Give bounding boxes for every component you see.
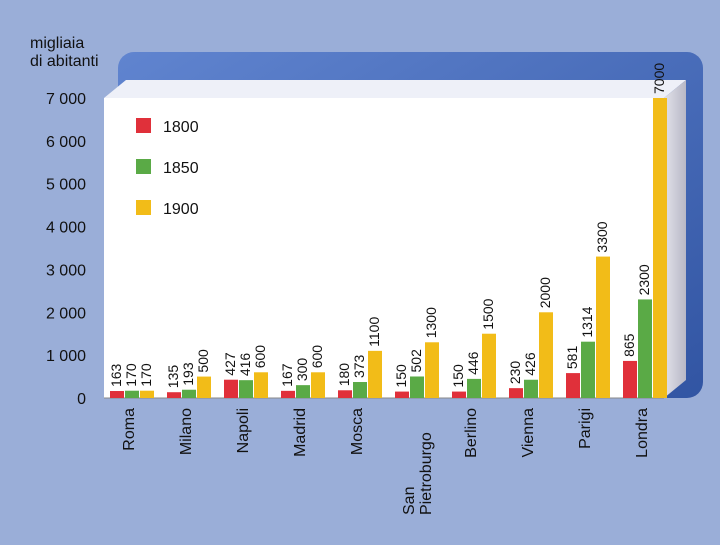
- bar-value-label: 180: [336, 363, 352, 387]
- bar-1900: [482, 333, 496, 398]
- bar-1800: [509, 388, 523, 398]
- bar-1800: [623, 360, 637, 398]
- bar-value-label: 427: [222, 352, 238, 376]
- bar-value-label: 170: [123, 363, 139, 387]
- x-category-label: Berlino: [463, 408, 480, 458]
- bar-value-label: 1100: [366, 317, 382, 347]
- legend-label-1850: 1850: [163, 160, 199, 177]
- bar-1850: [125, 390, 139, 398]
- bar-1900: [368, 350, 382, 398]
- bar-value-label: 600: [309, 345, 325, 369]
- legend-swatch-1800: [136, 118, 151, 133]
- bar-1900: [539, 312, 553, 398]
- bar-1900: [311, 372, 325, 398]
- y-tick-label: 0: [77, 391, 86, 408]
- legend-swatch-1900: [136, 200, 151, 215]
- bar-value-label: 865: [621, 333, 637, 357]
- bar-1900: [425, 342, 439, 398]
- bars: [110, 98, 667, 398]
- y-tick-label: 7 000: [46, 91, 86, 108]
- x-category-label: Londra: [634, 408, 651, 458]
- bar-1800: [167, 392, 181, 398]
- bar-1900: [596, 256, 610, 398]
- bar-value-label: 426: [522, 352, 538, 376]
- bar-1800: [281, 390, 295, 398]
- bar-value-label: 135: [165, 365, 181, 389]
- bar-value-label: 1314: [579, 306, 595, 337]
- bar-1900: [197, 376, 211, 398]
- bar-1800: [110, 391, 124, 398]
- bar-1850: [296, 385, 310, 398]
- bar-1900: [653, 98, 667, 398]
- x-category-label: Milano: [178, 408, 195, 455]
- y-tick-label: 6 000: [46, 134, 86, 151]
- legend-label-1900: 1900: [163, 201, 199, 218]
- bar-value-label: 163: [108, 363, 124, 387]
- bar-value-label: 600: [252, 345, 268, 369]
- x-category-label: Vienna: [520, 408, 537, 458]
- bar-1800: [566, 373, 580, 398]
- bar-1850: [239, 380, 253, 398]
- bar-value-label: 416: [237, 353, 253, 377]
- bar-value-label: 167: [279, 363, 295, 387]
- y-tick-label: 4 000: [46, 220, 86, 237]
- bar-1800: [338, 390, 352, 398]
- y-axis-title: migliaia di abitanti: [30, 35, 99, 70]
- bar-1850: [581, 341, 595, 398]
- bar-1900: [254, 372, 268, 398]
- y-axis-ticks: 0 1 000 2 000 3 000 4 000 5 000 6 000 7 000: [46, 91, 86, 408]
- legend-label-1800: 1800: [163, 119, 199, 136]
- legend: 1800 1850 1900: [136, 118, 199, 218]
- bar-value-label: 1500: [480, 298, 496, 329]
- x-category-label: Roma: [121, 408, 138, 451]
- bar-1850: [182, 389, 196, 398]
- y-tick-label: 2 000: [46, 305, 86, 322]
- y-tick-label: 1 000: [46, 348, 86, 365]
- bar-value-label: 7000: [651, 63, 667, 94]
- bar-value-label: 2300: [636, 264, 652, 295]
- bar-value-label: 500: [195, 349, 211, 373]
- bar-value-label: 581: [564, 346, 580, 370]
- bar-1850: [638, 299, 652, 398]
- bar-1850: [467, 378, 481, 398]
- bar-1900: [140, 390, 154, 398]
- bar-1850: [353, 382, 367, 398]
- bar-value-label: 502: [408, 349, 424, 373]
- bar-value-label: 193: [180, 362, 196, 386]
- legend-swatch-1850: [136, 159, 151, 174]
- bar-1800: [395, 391, 409, 398]
- bar-1850: [410, 376, 424, 398]
- x-category-label: Madrid: [292, 408, 309, 457]
- y-tick-label: 3 000: [46, 262, 86, 279]
- bar-value-label: 2000: [537, 277, 553, 308]
- plot-top-face: [104, 80, 686, 98]
- bar-value-label: 373: [351, 354, 367, 378]
- x-axis-labels: Roma Milano Napoli Madrid Mosca SanPietroburg…: [121, 408, 651, 515]
- bar-value-label: 150: [393, 364, 409, 388]
- bar-value-label: 3300: [594, 221, 610, 252]
- bar-value-label: 300: [294, 358, 310, 382]
- bar-value-label: 170: [138, 363, 154, 387]
- x-category-label: SanPietroburgo: [401, 432, 435, 515]
- bar-1850: [524, 379, 538, 398]
- bar-value-label: 1300: [423, 307, 439, 338]
- x-category-label: Napoli: [235, 408, 252, 453]
- x-category-label: Parigi: [577, 408, 594, 449]
- plot-area: [104, 98, 664, 398]
- bar-1800: [224, 379, 238, 398]
- bar-value-label: 150: [450, 364, 466, 388]
- y-tick-label: 5 000: [46, 177, 86, 194]
- x-category-label: Mosca: [349, 408, 366, 455]
- bar-value-label: 230: [507, 361, 523, 385]
- bar-value-label: 446: [465, 351, 481, 375]
- bar-1800: [452, 391, 466, 398]
- plot-side-face: [664, 80, 686, 398]
